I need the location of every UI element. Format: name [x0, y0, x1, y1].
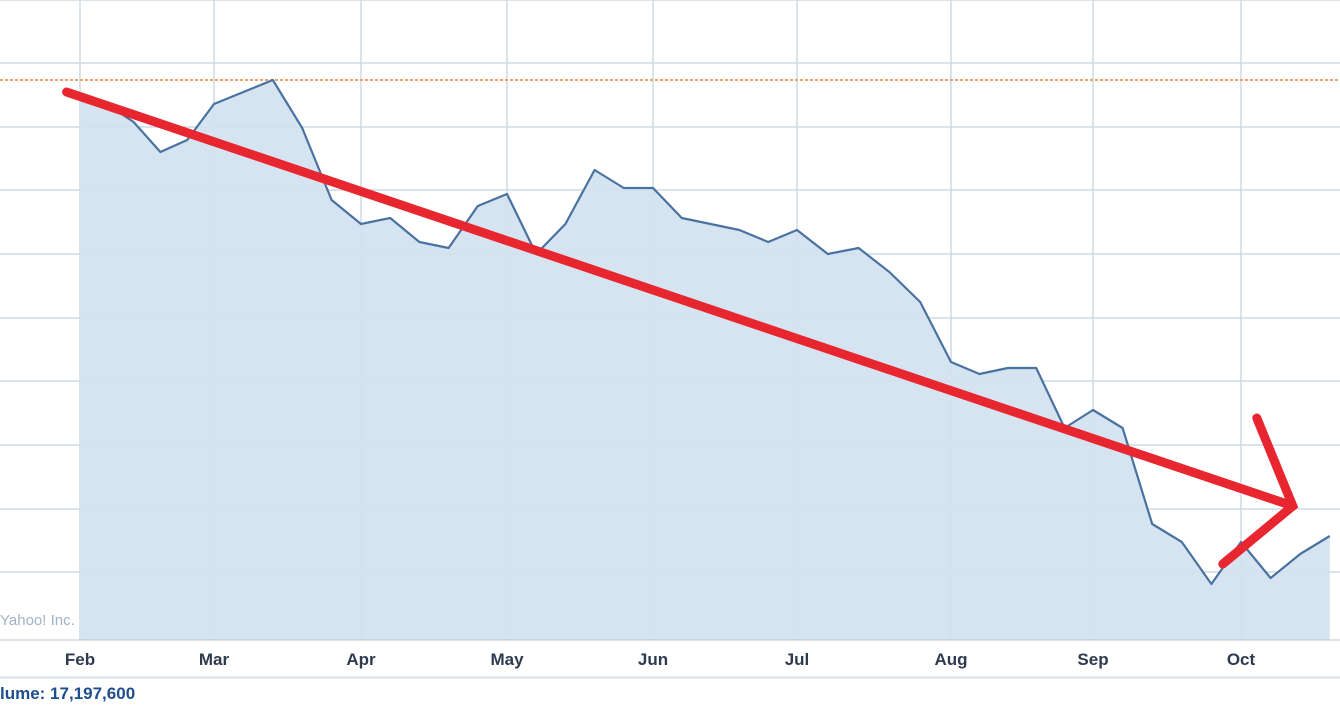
x-tick-label: May [490, 650, 524, 669]
watermark-text: Yahoo! Inc. [0, 612, 75, 629]
arrow-head [1218, 413, 1299, 569]
trend-arrow [62, 87, 1299, 569]
x-tick-label: Jul [785, 650, 810, 669]
x-tick-label: Feb [65, 650, 95, 669]
x-axis-ticks: Feb Mar Apr May Jun Jul Aug Sep Oct [65, 650, 1256, 669]
x-tick-label: Oct [1227, 650, 1256, 669]
x-tick-label: Aug [934, 650, 967, 669]
arrow-shaft [62, 87, 1298, 511]
x-tick-label: Sep [1077, 650, 1108, 669]
price-series-line [79, 78, 1331, 586]
volume-separator [0, 676, 1340, 679]
x-tick-label: Mar [199, 650, 230, 669]
x-tick-label: Apr [346, 650, 376, 669]
x-tick-label: Jun [638, 650, 668, 669]
volume-readout: lume: 17,197,600 [0, 684, 136, 703]
